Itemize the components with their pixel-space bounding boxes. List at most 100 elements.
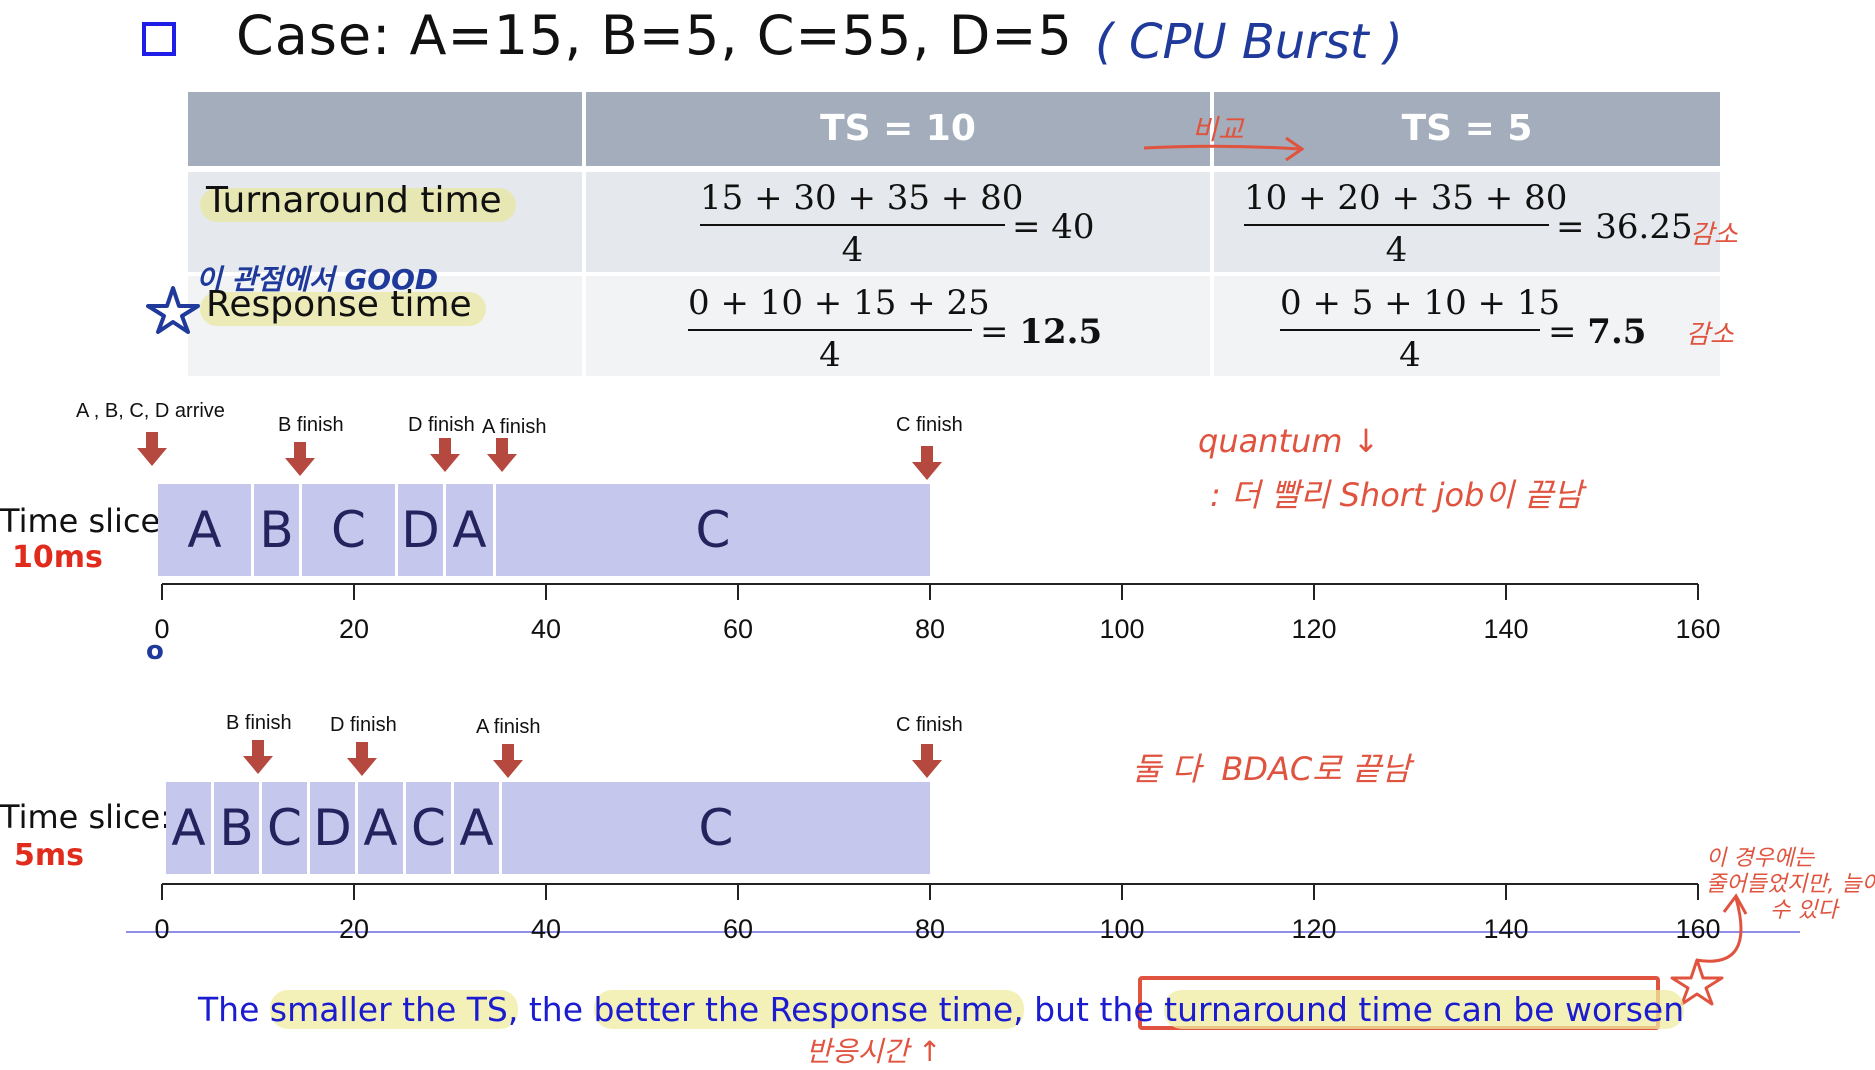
compare-note: 비교 [1192, 113, 1244, 146]
event-label-a-finish: A finish [482, 416, 547, 438]
both-end-note: 둘 다 BDAC로 끝남 [1132, 750, 1411, 788]
axis1-tick-label: 80 [914, 614, 946, 644]
timeslice-5-value: 5ms [14, 838, 84, 873]
arrow-down-icon [430, 438, 460, 472]
conclusion-part: The [198, 990, 270, 1029]
axis2-tick-label: 120 [1291, 914, 1337, 944]
response-ts5-denominator: 4 [1399, 335, 1421, 375]
axis1-tick-label: 120 [1291, 614, 1337, 644]
turnaround-ts5-fraction: 10 + 20 + 35 + 80 4 [1244, 178, 1568, 270]
gantt5-segment: A [454, 782, 502, 874]
axis2-tick-label: 140 [1483, 914, 1529, 944]
turnaround-ts10-fraction: 15 + 30 + 35 + 80 4 [700, 178, 1024, 270]
turnaround-decrease-note: 감소 [1690, 220, 1738, 250]
bullet-square-icon [142, 22, 176, 56]
fraction-bar [1244, 224, 1549, 226]
gantt10-segment: D [398, 484, 446, 576]
event-label-d-finish: D finish [408, 414, 475, 436]
conclusion-sentence: The smaller the TS, the better the Respo… [198, 990, 1685, 1029]
arrow-down-icon [137, 432, 167, 466]
side-note: 이 경우에는 줄어들었지만, 늘어날 수 있다 [1706, 846, 1875, 924]
conclusion-highlight: turnaround time can be worsen [1164, 990, 1685, 1029]
timeslice-10-value: 10ms [12, 540, 103, 575]
curved-arrow-icon [1695, 893, 1748, 963]
axis2-tick-label: 80 [914, 914, 946, 944]
axis1-tick-label: 140 [1483, 614, 1529, 644]
turnaround-ts10-numerator: 15 + 30 + 35 + 80 [700, 178, 1024, 218]
response-good-note: 이 관점에서 GOOD [196, 263, 439, 296]
gantt5-segment: C [406, 782, 454, 874]
side-note-line3: 수 있다 [1770, 898, 1838, 923]
header-ts5-label: TS = 5 [1401, 108, 1533, 149]
event-label-c-finish: C finish [896, 414, 963, 436]
axis1-tick-label: 40 [530, 614, 562, 644]
event-label-arrive: A , B, C, D arrive [76, 400, 225, 422]
event-label-d-finish: D finish [330, 714, 397, 736]
arrow-down-icon [347, 742, 377, 776]
event-label-b-finish: B finish [278, 414, 344, 436]
turnaround-ts10-result: = 40 [1012, 207, 1095, 247]
compare-arrow-icon [1143, 136, 1305, 162]
table-header-ts5: TS = 5 [1214, 92, 1720, 166]
conclusion-part: the [518, 990, 594, 1029]
response-ts5-result: = 7.5 [1548, 312, 1646, 352]
header-ts10-label: TS = 10 [820, 108, 976, 149]
axis2-tick-label: 160 [1675, 914, 1721, 944]
gantt5-segment: C [262, 782, 310, 874]
response-ts10-result: = 12.5 [980, 312, 1102, 352]
response-ts10-result-prefix: = [980, 312, 1020, 352]
quantum-note-line2: : 더 빨리 Short job이 끝남 [1210, 476, 1583, 514]
axis1-tick-label: 160 [1675, 614, 1721, 644]
response-ts5-fraction: 0 + 5 + 10 + 15 4 [1280, 283, 1561, 375]
row-turnaround-ts10-cell [586, 172, 1210, 272]
axis2-tick-label: 40 [530, 914, 562, 944]
arrow-down-icon [493, 744, 523, 778]
conclusion-part: but the [1023, 990, 1165, 1029]
arrow-down-icon [912, 744, 942, 778]
response-ts10-result-value: 12.5 [1019, 312, 1103, 352]
page-title: Case: A=15, B=5, C=55, D=5 [236, 4, 1073, 67]
axis2-tick-label: 20 [338, 914, 370, 944]
gantt5-segment: A [358, 782, 406, 874]
event-label-b-finish: B finish [226, 712, 292, 734]
arrow-down-icon [243, 740, 273, 774]
gantt5-segment: A [166, 782, 214, 874]
row-response-ts5-cell [1214, 276, 1720, 376]
event-label-a-finish: A finish [476, 716, 541, 738]
arrow-down-icon [487, 438, 517, 472]
gantt5-segment: B [214, 782, 262, 874]
turnaround-highlight [200, 188, 516, 222]
turnaround-label: Turnaround time [206, 180, 502, 221]
turnaround-ts5-denominator: 4 [1385, 230, 1408, 270]
fraction-bar [1280, 329, 1540, 331]
turnaround-ts10-denominator: 4 [841, 230, 864, 270]
side-note-line1: 이 경우에는 [1706, 846, 1815, 871]
gantt10-segment: A [446, 484, 496, 576]
axis1-tick-label: 100 [1099, 614, 1145, 644]
gantt10-segment: B [254, 484, 302, 576]
arrow-down-icon [912, 446, 942, 480]
axis1-tick-label: 60 [722, 614, 754, 644]
response-ts5-numerator: 0 + 5 + 10 + 15 [1280, 283, 1561, 323]
quantum-note-line1: quantum ↓ [1198, 422, 1380, 460]
zero-mark-note: o [146, 636, 164, 666]
conclusion-highlight: smaller the TS, [269, 990, 519, 1029]
star-icon [1670, 958, 1724, 1006]
gantt10-segment: A [158, 484, 254, 576]
timeslice-5-label: Time slice: [0, 798, 171, 836]
arrow-down-icon [285, 442, 315, 476]
axis1-tick-label: 20 [338, 614, 370, 644]
gantt10-segment: C [302, 484, 398, 576]
response-ts10-numerator: 0 + 10 + 15 + 25 [688, 283, 990, 323]
star-icon [146, 286, 200, 334]
response-highlight [200, 292, 486, 326]
gantt10-segment: C [496, 484, 930, 576]
axis2-tick-label: 100 [1099, 914, 1145, 944]
response-ts10-fraction: 0 + 10 + 15 + 25 4 [688, 283, 990, 375]
gantt5-segment: D [310, 782, 358, 874]
turnaround-ts5-result: = 36.25 [1556, 207, 1693, 247]
response-up-note: 반응시간 ↑ [806, 1035, 942, 1068]
title-handwritten-note: ( CPU Burst ) [1095, 14, 1403, 70]
turnaround-ts5-numerator: 10 + 20 + 35 + 80 [1244, 178, 1568, 218]
fraction-bar [700, 224, 1005, 226]
